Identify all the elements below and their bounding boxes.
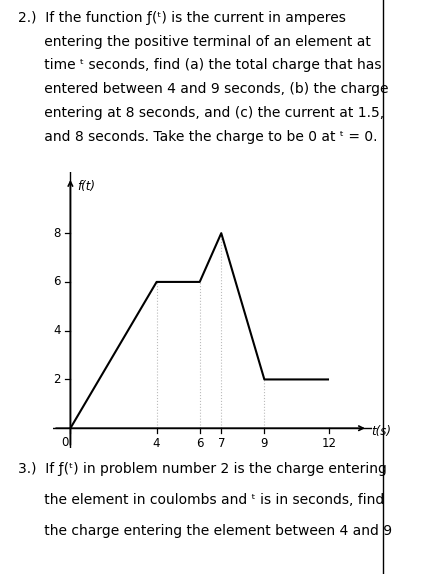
Text: 7: 7	[218, 437, 225, 450]
Text: entering the positive terminal of an element at: entering the positive terminal of an ele…	[18, 34, 371, 49]
Text: 6: 6	[196, 437, 203, 450]
Text: f(t): f(t)	[77, 180, 95, 192]
Text: the element in coulombs and ᵗ is in seconds, find: the element in coulombs and ᵗ is in seco…	[18, 493, 384, 507]
Text: t(s): t(s)	[371, 425, 391, 439]
Text: 2.)  If the function ƒ(ᵗ) is the current in amperes: 2.) If the function ƒ(ᵗ) is the current …	[18, 11, 346, 25]
Text: and 8 seconds. Take the charge to be 0 at ᵗ = 0.: and 8 seconds. Take the charge to be 0 a…	[18, 130, 377, 144]
Text: 8: 8	[53, 227, 61, 240]
Text: 0: 0	[61, 436, 68, 448]
Text: entered between 4 and 9 seconds, (b) the charge: entered between 4 and 9 seconds, (b) the…	[18, 82, 388, 96]
Text: 4: 4	[53, 324, 61, 337]
Text: 9: 9	[260, 437, 268, 450]
Text: 12: 12	[322, 437, 337, 450]
Text: 2: 2	[53, 373, 61, 386]
Text: 3.)  If ƒ(ᵗ) in problem number 2 is the charge entering: 3.) If ƒ(ᵗ) in problem number 2 is the c…	[18, 461, 387, 476]
Text: the charge entering the element between 4 and 9: the charge entering the element between …	[18, 524, 392, 538]
Text: time ᵗ seconds, find (a) the total charge that has: time ᵗ seconds, find (a) the total charg…	[18, 59, 381, 72]
Text: entering at 8 seconds, and (c) the current at 1.5,: entering at 8 seconds, and (c) the curre…	[18, 106, 384, 120]
Text: 4: 4	[153, 437, 160, 450]
Text: 6: 6	[53, 276, 61, 288]
